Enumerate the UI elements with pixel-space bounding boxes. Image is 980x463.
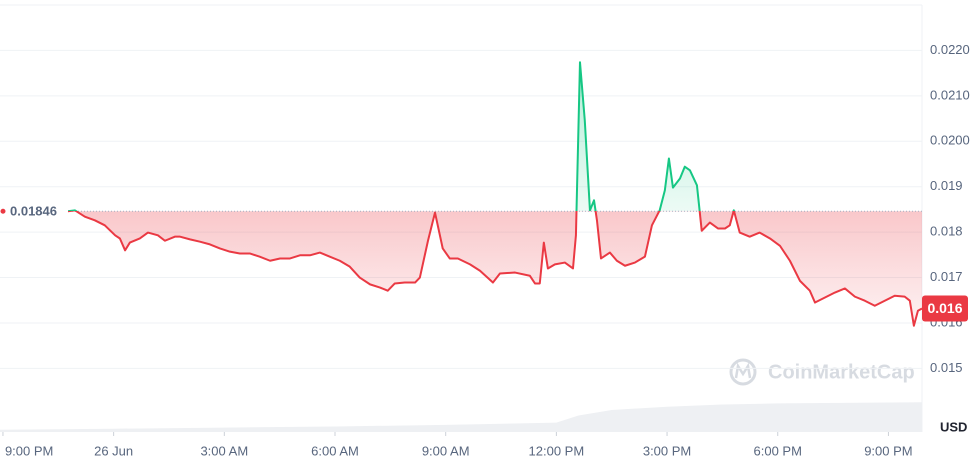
watermark: CoinMarketCap bbox=[729, 358, 915, 386]
x-tick-label: 6:00 PM bbox=[754, 443, 802, 458]
y-tick-label: 0.019 bbox=[930, 178, 963, 193]
y-tick-label: 0.018 bbox=[930, 224, 963, 239]
x-tick-label: 9:00 PM bbox=[5, 443, 53, 458]
price-badge bbox=[922, 295, 968, 322]
price-badge-label: 0.016 bbox=[927, 300, 962, 316]
price-line bbox=[67, 61, 923, 327]
y-tick-label: 0.0210 bbox=[930, 87, 970, 102]
x-tick-label: 9:00 AM bbox=[422, 443, 470, 458]
x-tick-label: 9:00 PM bbox=[864, 443, 912, 458]
y-tick-label: 0.0200 bbox=[930, 133, 970, 148]
x-tick-label: 6:00 AM bbox=[311, 443, 359, 458]
x-tick-label: 3:00 PM bbox=[643, 443, 691, 458]
watermark-text: CoinMarketCap bbox=[768, 361, 915, 383]
y-tick-label: 0.015 bbox=[930, 360, 963, 375]
reference-label-bg bbox=[0, 202, 68, 221]
reference-label: 0.01846 bbox=[10, 204, 57, 219]
price-area bbox=[67, 62, 922, 326]
x-tick-label: 3:00 AM bbox=[200, 443, 248, 458]
y-unit: USD bbox=[940, 419, 967, 434]
x-tick-label: 12:00 PM bbox=[529, 443, 585, 458]
reference-dot bbox=[0, 208, 6, 214]
y-tick-label: 0.017 bbox=[930, 269, 963, 284]
x-tick-label: 26 Jun bbox=[94, 443, 133, 458]
y-tick-label: 0.0220 bbox=[930, 42, 970, 57]
volume-area bbox=[0, 402, 922, 432]
